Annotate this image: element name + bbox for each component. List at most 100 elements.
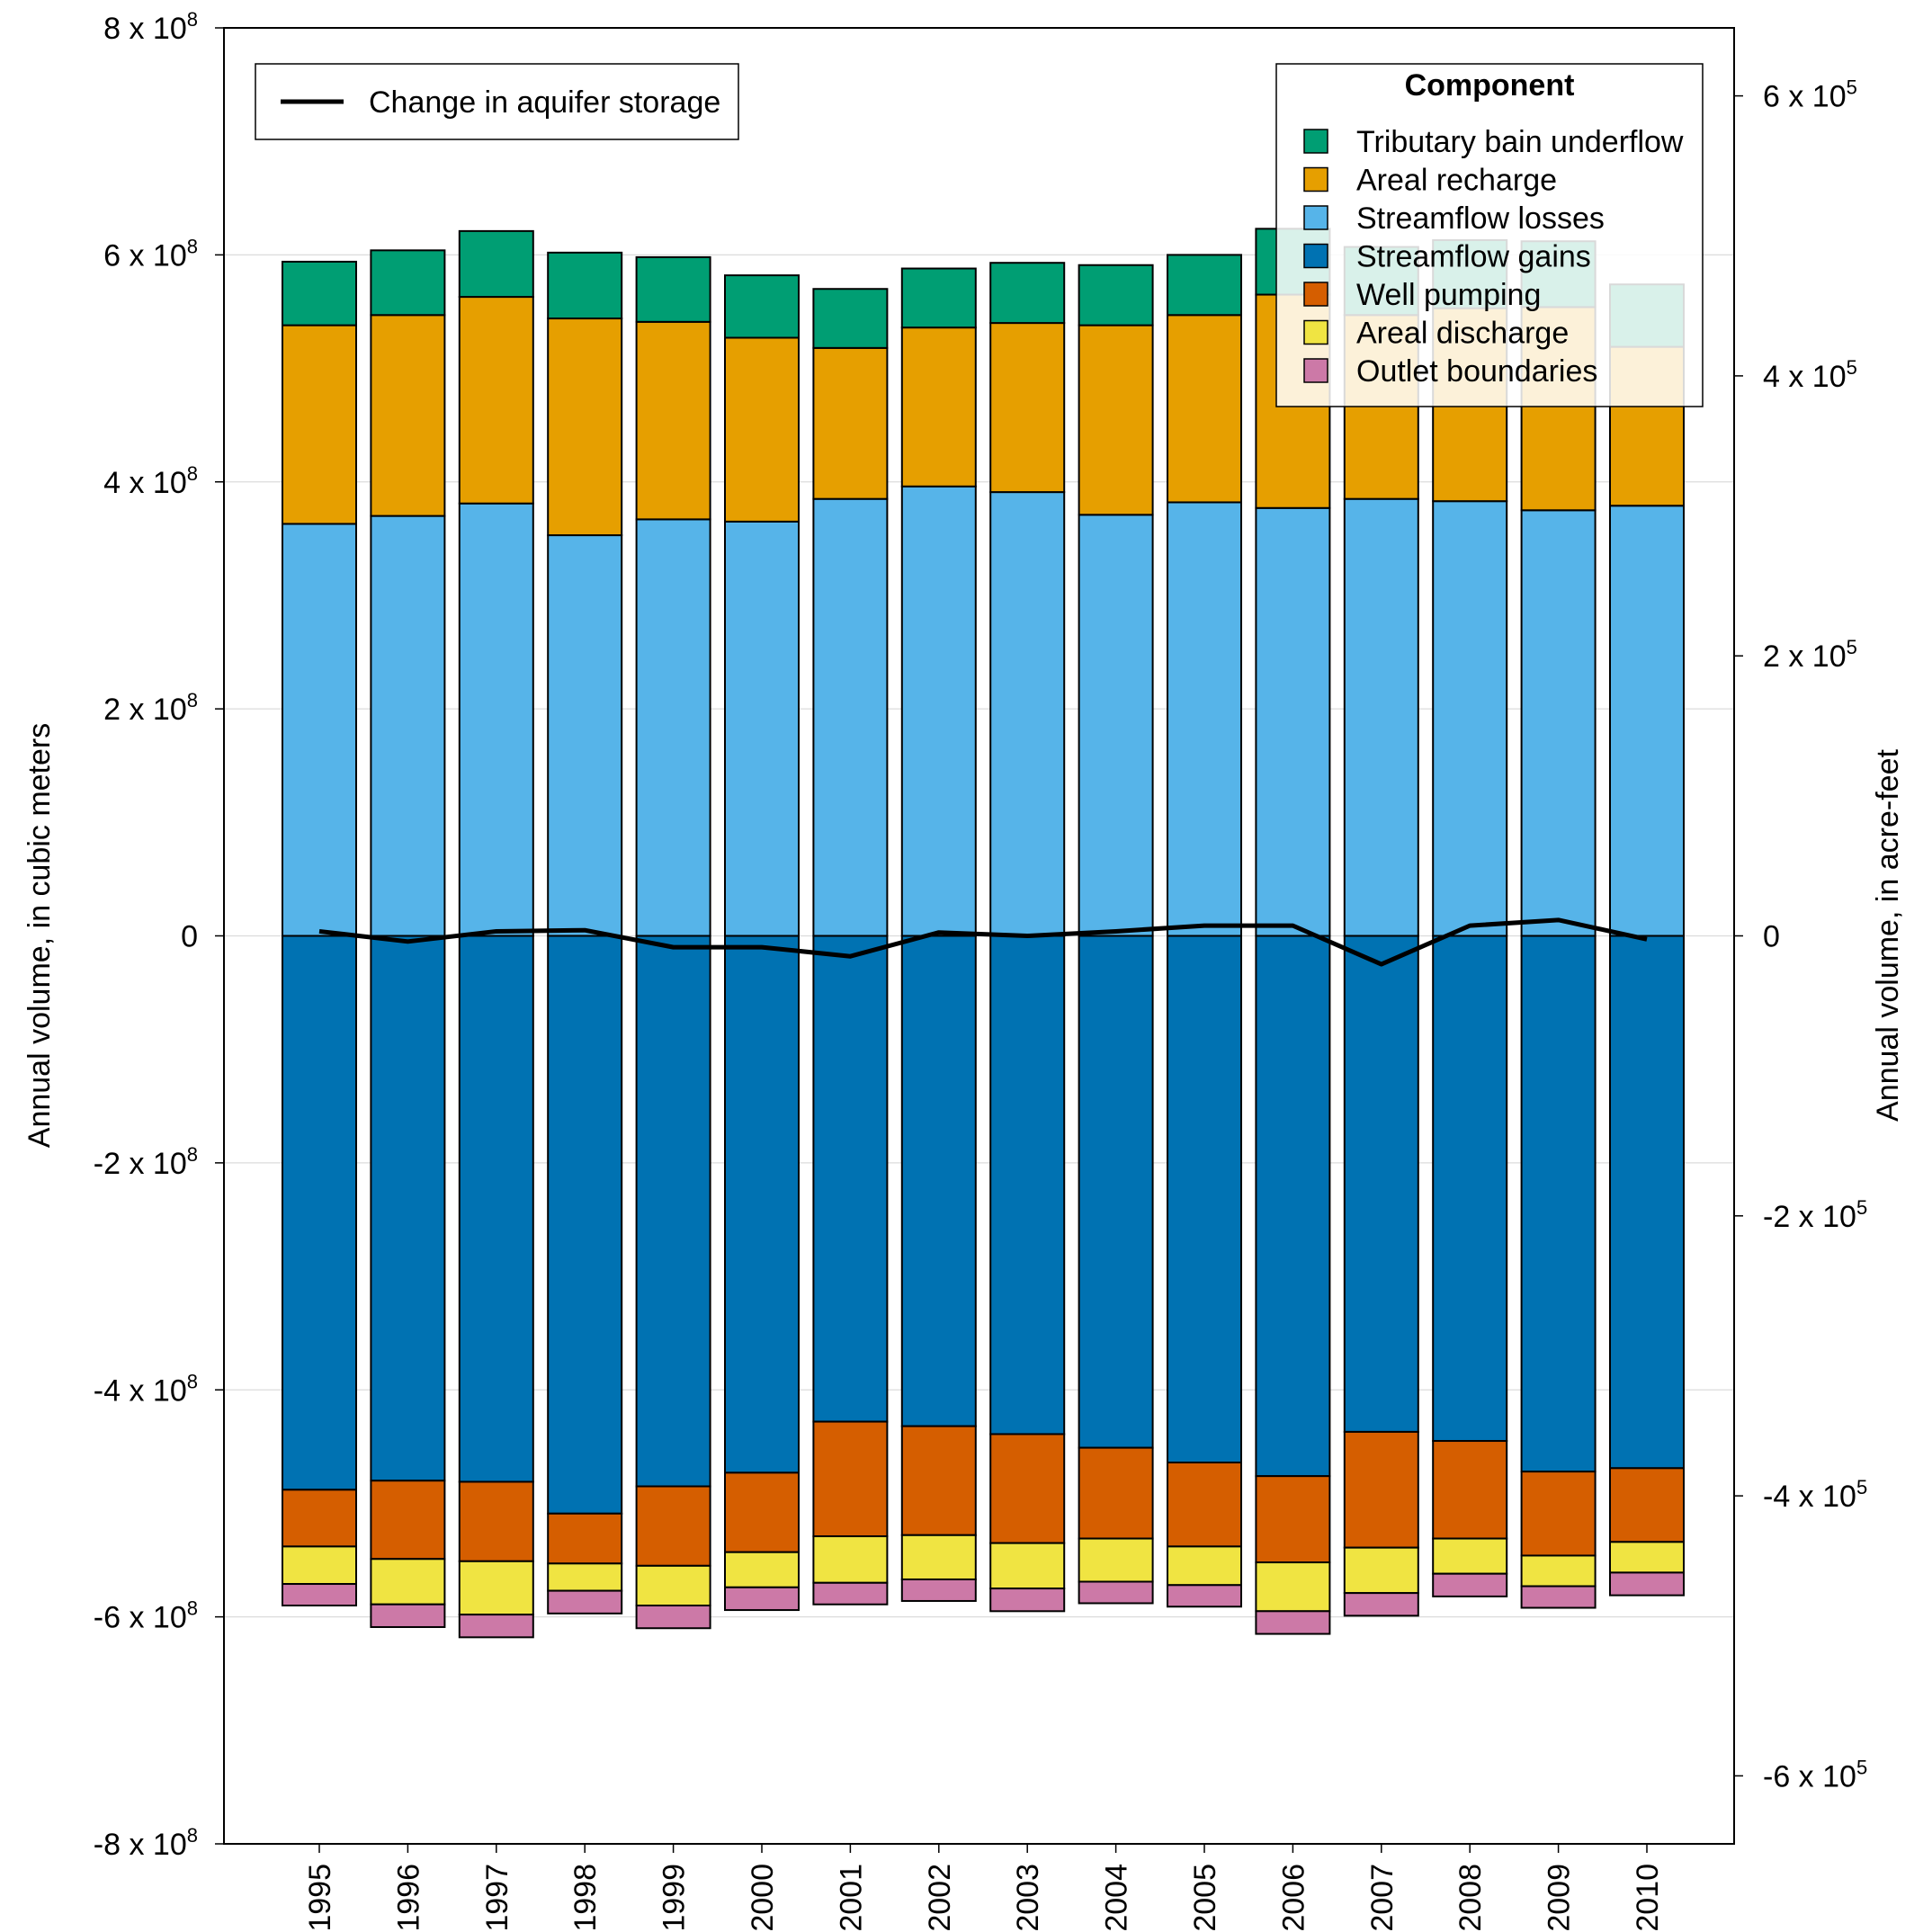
storage-change-line: [318, 917, 1648, 967]
bar-segment: [1432, 1537, 1508, 1575]
bar-segment: [458, 296, 534, 505]
bar-segment: [989, 1433, 1066, 1544]
left-tick-label: 2 x 108: [103, 689, 198, 727]
legend-item-label: Areal discharge: [1356, 317, 1569, 351]
bar-segment: [1167, 935, 1242, 1464]
x-tick-label: 2005: [1188, 1864, 1222, 1932]
bar-segment: [282, 1583, 357, 1607]
bar-segment: [458, 229, 534, 299]
bar-segment: [1255, 1610, 1331, 1635]
bar-segment: [1609, 1571, 1685, 1597]
bar-segment: [1167, 1462, 1242, 1548]
bar-segment: [812, 1420, 889, 1538]
legend-swatch: [1303, 129, 1328, 154]
left-tick-label: -4 x 108: [94, 1370, 198, 1408]
right-tick-label: -6 x 105: [1763, 1756, 1867, 1793]
right-axis-title: Annual volume, in acre-feet: [1871, 749, 1905, 1122]
left-tick-label: 4 x 108: [103, 462, 198, 500]
bar-segment: [1078, 935, 1154, 1449]
bar-segment: [1167, 1545, 1242, 1587]
bar-segment: [1609, 1467, 1685, 1543]
right-tick-label: 2 x 105: [1763, 636, 1857, 674]
bar-segment: [1255, 506, 1331, 937]
bar-segment: [458, 1560, 534, 1616]
legend-swatch: [1303, 282, 1328, 307]
x-tick-label: 2009: [1543, 1864, 1577, 1932]
legend-item-label: Outlet boundaries: [1356, 354, 1597, 389]
bar-segment: [724, 1586, 800, 1612]
bar-segment: [1255, 1561, 1331, 1613]
bar-segment: [989, 322, 1066, 494]
bar-segment: [1432, 1572, 1508, 1597]
bar-segment: [1078, 324, 1154, 516]
bar-segment: [1255, 1475, 1331, 1564]
bar-segment: [370, 935, 446, 1482]
bar-segment: [635, 255, 711, 323]
bar-segment: [900, 267, 977, 329]
right-tick-label: 0: [1763, 920, 1780, 954]
bar-segment: [1167, 501, 1242, 937]
bar-segment: [989, 491, 1066, 937]
bar-segment: [812, 1581, 889, 1606]
bar-segment: [1078, 1446, 1154, 1540]
bar-segment: [547, 1589, 623, 1614]
left-tick-label: 6 x 108: [103, 235, 198, 273]
x-tick-label: 2002: [923, 1864, 957, 1932]
bar-segment: [635, 1564, 711, 1607]
bar-segment: [1609, 1541, 1685, 1574]
legend-swatch: [1303, 166, 1328, 192]
right-tick-label: 6 x 105: [1763, 76, 1857, 114]
bar-segment: [282, 1545, 357, 1586]
x-tick-label: 2001: [834, 1864, 868, 1932]
legend-swatch: [1303, 205, 1328, 230]
bar-segment: [724, 1551, 800, 1588]
bar-segment: [282, 324, 357, 525]
line-legend: Change in aquifer storage: [255, 63, 739, 140]
bar-segment: [1520, 509, 1597, 937]
bar-segment: [900, 935, 977, 1427]
bar-segment: [547, 1512, 623, 1565]
right-tick-label: -4 x 105: [1763, 1476, 1867, 1514]
bar-segment: [1167, 314, 1242, 504]
bar-segment: [1343, 935, 1419, 1433]
bar-segment: [1167, 1584, 1242, 1608]
storage-line-layer: [318, 917, 1648, 967]
bar-segment: [1609, 505, 1685, 937]
bar-segment: [370, 314, 446, 517]
x-tick-label: 2008: [1453, 1864, 1488, 1932]
x-tick-label: 2000: [746, 1864, 780, 1932]
bar-segment: [1078, 514, 1154, 937]
x-tick-label: 2007: [1365, 1864, 1400, 1932]
bar-segment: [1343, 1592, 1419, 1617]
left-axis-title: Annual volume, in cubic meters: [22, 723, 57, 1148]
bar-segment: [900, 485, 977, 937]
legend-swatch: [1303, 243, 1328, 269]
bar-segment: [458, 1480, 534, 1562]
legend-item-label: Tributary bain underflow: [1356, 125, 1684, 159]
bar-segment: [1432, 1440, 1508, 1540]
bar-segment: [547, 935, 623, 1515]
x-tick-label: 2003: [1011, 1864, 1045, 1932]
bar-segment: [724, 935, 800, 1474]
bar-segment: [282, 935, 357, 1491]
left-tick-label: 8 x 108: [103, 8, 198, 46]
bar-segment: [547, 534, 623, 937]
bars: [282, 228, 1685, 1639]
bar-segment: [370, 1558, 446, 1606]
bar-segment: [900, 1534, 977, 1580]
legend-item-label: Streamflow gains: [1356, 240, 1591, 274]
bar-segment: [724, 1471, 800, 1553]
bar-segment: [724, 274, 800, 339]
bar-segment: [812, 497, 889, 937]
bar-segment: [989, 1542, 1066, 1590]
bar-segment: [812, 1535, 889, 1584]
right-tick-label: -2 x 105: [1763, 1196, 1867, 1234]
bar-segment: [1078, 1580, 1154, 1605]
bar-segment: [635, 320, 711, 521]
x-tick-label: 1999: [657, 1864, 692, 1932]
bar-segment: [989, 1588, 1066, 1613]
bar-segment: [1432, 935, 1508, 1443]
